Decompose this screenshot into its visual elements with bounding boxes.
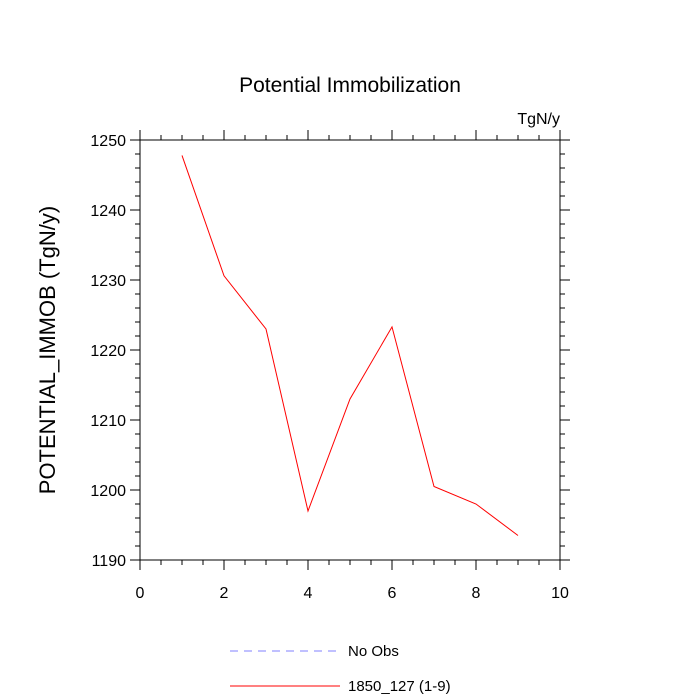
plot-frame (139, 139, 561, 561)
y-tick-label: 1240 (90, 203, 126, 220)
units-label: TgN/y (517, 111, 560, 128)
x-tick-label: 6 (388, 585, 397, 602)
y-tick-label: 1230 (90, 273, 126, 290)
series-line (181, 155, 519, 536)
x-tick-labels: 0 2 4 6 8 10 (136, 585, 569, 602)
x-tick-label: 8 (472, 585, 481, 602)
legend-label: 1850_127 (1-9) (348, 678, 451, 695)
series-layer (181, 155, 519, 536)
x-tick-label: 0 (136, 585, 145, 602)
x-tick-label: 2 (220, 585, 229, 602)
x-tick-label: 10 (551, 585, 569, 602)
y-axis-label: POTENTIAL_IMMOB (TgN/y) (35, 206, 60, 494)
y-tick-label: 1220 (90, 343, 126, 360)
legend: No Obs 1850_127 (1-9) (230, 643, 451, 695)
y-tick-label: 1250 (90, 133, 126, 150)
minor-ticks (135, 135, 565, 565)
x-tick-label: 4 (304, 585, 313, 602)
y-tick-labels: 1190 1200 1210 1220 1230 1240 1250 (90, 133, 126, 570)
y-tick-label: 1210 (90, 413, 126, 430)
y-tick-label: 1190 (92, 553, 127, 570)
major-ticks (130, 130, 570, 570)
y-tick-label: 1200 (90, 483, 126, 500)
legend-label: No Obs (348, 643, 399, 660)
chart-title: Potential Immobilization (239, 74, 461, 97)
